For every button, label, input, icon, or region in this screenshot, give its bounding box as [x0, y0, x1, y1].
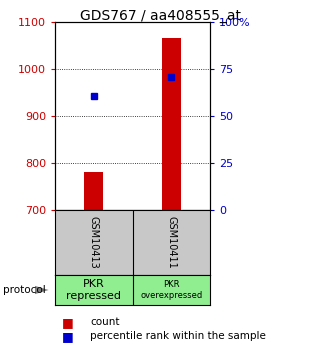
Text: GDS767 / aa408555_at: GDS767 / aa408555_at — [79, 9, 241, 23]
Text: PKR
overexpressed: PKR overexpressed — [140, 280, 202, 300]
Text: ■: ■ — [61, 329, 73, 343]
Text: GSM10413: GSM10413 — [89, 216, 99, 269]
Bar — [84, 172, 103, 210]
Bar — [162, 38, 181, 210]
Text: count: count — [90, 317, 120, 327]
Text: GSM10411: GSM10411 — [166, 216, 176, 269]
Text: ■: ■ — [61, 316, 73, 329]
Text: percentile rank within the sample: percentile rank within the sample — [90, 331, 266, 341]
Polygon shape — [35, 286, 49, 294]
Text: protocol: protocol — [3, 285, 46, 295]
Text: PKR
repressed: PKR repressed — [66, 279, 121, 301]
